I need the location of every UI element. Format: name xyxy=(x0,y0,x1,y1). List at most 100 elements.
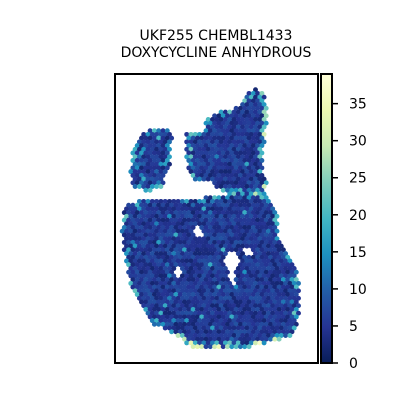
spot xyxy=(222,288,228,294)
spot xyxy=(167,251,172,257)
spot xyxy=(158,176,164,182)
spot xyxy=(199,269,205,275)
spot xyxy=(257,131,263,137)
spot xyxy=(237,299,243,305)
spot xyxy=(218,139,224,145)
spot xyxy=(250,113,256,119)
spot xyxy=(214,295,220,301)
spot xyxy=(246,292,252,297)
spot xyxy=(265,213,271,219)
spot xyxy=(222,184,228,189)
spot xyxy=(162,154,168,160)
spot xyxy=(244,94,250,100)
spot xyxy=(201,243,207,249)
spot xyxy=(199,254,205,260)
spot xyxy=(212,292,218,297)
spot xyxy=(156,172,162,178)
spot xyxy=(227,340,233,346)
spot xyxy=(237,329,243,335)
spot xyxy=(141,251,147,257)
spot xyxy=(220,292,226,297)
spot xyxy=(151,262,157,268)
spot xyxy=(255,292,261,297)
spot xyxy=(216,158,222,163)
spot xyxy=(205,176,211,182)
spot xyxy=(203,158,209,163)
spot xyxy=(261,184,267,189)
spot xyxy=(149,288,155,294)
spot xyxy=(255,277,261,283)
spot xyxy=(160,314,166,320)
spot xyxy=(227,325,233,331)
spot xyxy=(151,239,157,245)
spot xyxy=(214,243,220,249)
spot xyxy=(274,333,280,338)
spot xyxy=(156,202,162,208)
spot xyxy=(253,340,258,346)
spot xyxy=(147,292,153,297)
spot xyxy=(149,184,155,189)
spot xyxy=(268,306,273,312)
spot xyxy=(285,277,291,283)
spot xyxy=(173,292,179,297)
spot xyxy=(255,195,261,201)
spot xyxy=(289,306,295,312)
spot xyxy=(242,306,248,312)
spot xyxy=(179,251,185,257)
spot xyxy=(253,117,258,122)
spot xyxy=(283,251,289,257)
spot xyxy=(222,169,228,175)
spot xyxy=(248,139,254,145)
spot xyxy=(169,217,175,223)
spot xyxy=(233,128,239,134)
spot xyxy=(253,94,258,100)
spot xyxy=(128,206,134,212)
spot xyxy=(255,202,261,208)
spot xyxy=(212,239,218,245)
spot xyxy=(199,299,205,305)
spot xyxy=(188,310,194,316)
spot xyxy=(270,243,276,249)
spot xyxy=(160,150,166,156)
spot xyxy=(182,232,187,238)
spot xyxy=(134,172,140,178)
spot xyxy=(291,280,297,286)
spot xyxy=(190,284,196,290)
spot xyxy=(218,318,224,324)
spot xyxy=(237,210,243,216)
spot xyxy=(253,161,258,167)
spot xyxy=(274,251,280,257)
spot xyxy=(160,202,166,208)
spot xyxy=(265,243,271,249)
spot xyxy=(218,288,224,294)
spot xyxy=(231,176,237,182)
spot xyxy=(250,172,256,178)
spot xyxy=(220,195,226,201)
spot xyxy=(263,269,269,275)
spot xyxy=(197,221,203,227)
spot xyxy=(177,210,183,216)
spot xyxy=(173,277,179,283)
spot xyxy=(248,124,254,130)
spot xyxy=(186,247,192,253)
spot xyxy=(259,225,265,230)
spot xyxy=(261,131,267,137)
spot xyxy=(296,310,301,316)
spot xyxy=(220,336,226,342)
spot xyxy=(263,239,269,245)
spot xyxy=(229,284,235,290)
spot xyxy=(227,154,233,160)
spot xyxy=(203,344,209,350)
spot xyxy=(216,202,222,208)
spot xyxy=(214,139,220,145)
spot xyxy=(233,344,239,350)
spot xyxy=(162,131,168,137)
spot xyxy=(296,295,301,301)
spot xyxy=(186,135,192,141)
spot xyxy=(167,295,172,301)
spot xyxy=(244,176,250,182)
spot xyxy=(250,299,256,305)
spot xyxy=(285,254,291,260)
spot xyxy=(173,225,179,230)
spot xyxy=(177,329,183,335)
